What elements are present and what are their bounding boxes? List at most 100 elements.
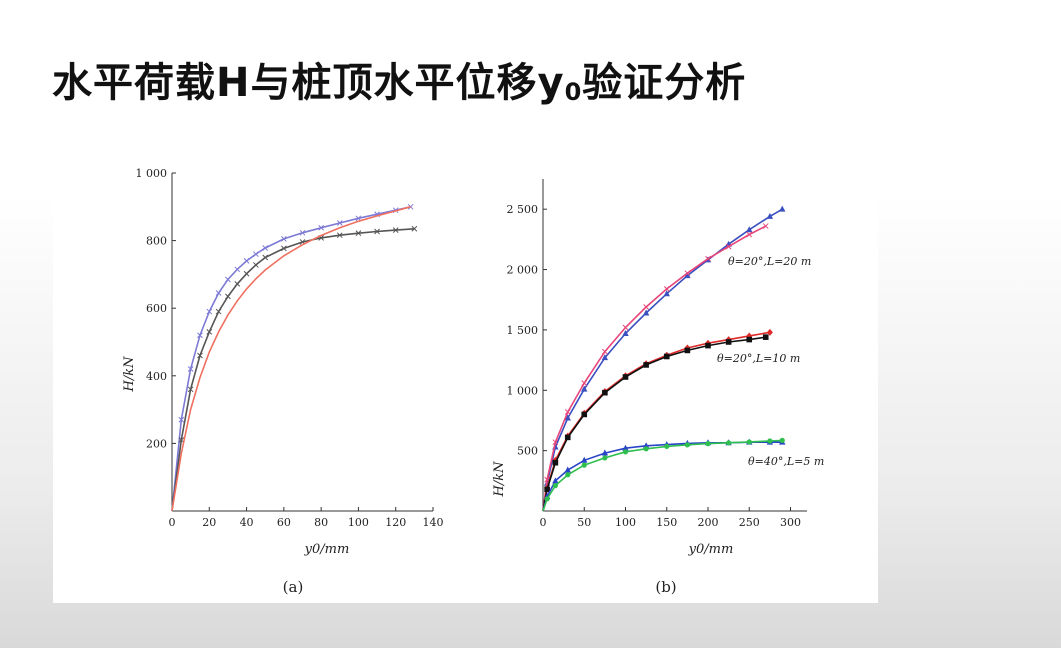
panel-b-series-6-point [643,446,649,452]
panel-b-series-5-point [552,477,559,484]
panel-b-series-4-point [544,486,550,493]
panel-b-y-tick-label: 500 [517,445,538,458]
panel-a-series-1-point [281,236,287,242]
panel-a-series-2-point [253,262,259,268]
panel-b-xlabel: y0/mm [688,542,734,557]
panel-a-series-1-point [178,416,185,423]
annotation-l5: θ=40°,L=5 m [748,455,824,468]
panel-b-x-tick-label: 100 [615,516,636,529]
annotation-l10: θ=20°,L=10 m [717,352,800,365]
panel-b-series-3-line [542,331,771,512]
panel-b-series-2-point [552,439,559,446]
title-subscript: 0 [564,78,583,106]
panel-b-x-tick-label: 200 [698,516,719,529]
panel-a-series-1-point [225,276,231,283]
panel-b-series-6-point [602,455,608,461]
panel-b-series-1-point [663,290,670,297]
panel-b-series-6-point [705,441,711,447]
panel-a-series-1-point [336,220,343,226]
panel-a-series-2-point [197,352,203,359]
panel-a-series-2-point [234,281,241,287]
panel-b-series-4-point [762,334,769,340]
panel-b-y-tick-label: 2 500 [507,203,539,216]
panel-b-series-5-line [542,441,783,512]
panel-a-series-3-line [171,206,411,512]
panel-a-series-2-point [374,228,380,235]
panel-a-series-2-point [187,386,194,393]
figure-panel: H/kN y0/mm (a) H/kN y0/mm (b) θ=20°,L=20… [53,129,878,603]
panel-a-y-tick-label: 200 [146,437,167,450]
panel-b-series-2-point [622,324,629,331]
panel-b-y-tick-label: 2 000 [507,264,539,277]
panel-b-series-6-point [552,483,558,489]
panel-b-series-6-point [565,472,571,478]
panel-a-series-1-point [215,290,222,296]
panel-a-label: (a) [283,578,304,596]
panel-b-series-2-point [705,255,711,262]
panel-b-series-4-point [725,339,732,345]
panel-b-series-6-line [542,439,783,512]
panel-b-series-2-point [684,270,691,277]
panel-b-series-6-point [746,439,752,445]
panel-b-series-2-point [581,380,588,386]
panel-b-series-5-point [581,456,588,463]
panel-b-x-tick-label: 0 [540,516,547,529]
panel-b-series-4-point [552,459,559,466]
panel-a-ylabel: H/kN [122,356,137,393]
panel-b-series-4-point [705,342,711,349]
panel-b-series-6-point [684,442,690,448]
panel-a-series-1-point [234,266,241,273]
panel-a-y-tick-label: 400 [146,370,167,383]
panel-b-y-tick-label: 1 000 [507,384,539,397]
panel-b-series-2-point [725,243,732,250]
panel-b-series-5-point [622,444,629,451]
panel-b-series-4-point [684,347,691,354]
panel-a-x-tick-label: 0 [169,516,176,529]
panel-a-series-1-point [355,215,362,222]
panel-b-x-tick-label: 150 [656,516,677,529]
panel-a-x-tick-label: 120 [385,516,406,529]
panel-b-series-3-point [766,328,773,336]
panel-a-series-1-point [187,366,194,372]
panel-b-series-2-point [762,223,769,229]
panel-a-series-1-point [299,229,306,236]
panel-a-series-2-point [243,270,250,277]
figure-svg: H/kN y0/mm (a) H/kN y0/mm (b) θ=20°,L=20… [122,167,824,596]
panel-b-series-1-point [642,309,650,316]
panel-a-x-tick-label: 20 [202,516,216,529]
panel-a-series-1-point [243,258,250,264]
panel-b-series-6-point [726,440,732,446]
annotation-l20: θ=20°,L=20 m [728,255,811,268]
panel-b-series-1-point [564,414,571,421]
panel-b-x-tick-label: 250 [739,516,760,529]
panel-a-x-tick-label: 100 [348,516,369,529]
panel-b-series-1-point [684,272,691,279]
panel-b-series-2-point [602,348,608,355]
panel-b-series-4-point [746,336,753,343]
panel-b-series-6-point [544,496,550,502]
panel-b-series-2-point [564,409,571,415]
panel-b-series-4-point [602,389,608,396]
panel-b-series-1-point [746,226,753,233]
panel-a-y-tick-label: 1 000 [136,167,168,180]
panel-b-series-6-point [581,462,587,468]
panel-a-series-2-line [171,228,415,512]
panel-b-series-4-point [622,374,629,380]
panel-a-series-1-point [206,308,213,315]
panel-a-series-1-point [318,224,324,231]
panel-b-x-tick-label: 50 [577,516,591,529]
panel-b-series-6-point [622,449,629,455]
panel-b-series-4-point [663,353,670,360]
panel-b-series-5-point [564,466,571,473]
panel-a-x-tick-label: 80 [314,516,328,529]
title-tail: 验证分析 [582,60,747,106]
panel-b-series-6-point [664,443,670,450]
panel-a-series-1-point [407,203,414,210]
panel-b-series-2-line [542,225,767,512]
panel-a-y-tick-label: 800 [146,235,167,248]
panel-b-series-6-point [779,437,785,443]
panel-b-series-1-point [779,205,786,212]
panel-a-series-1-point [197,332,203,339]
panel-b-series-2-point [663,286,670,292]
panel-b-series-2-point [746,231,753,238]
